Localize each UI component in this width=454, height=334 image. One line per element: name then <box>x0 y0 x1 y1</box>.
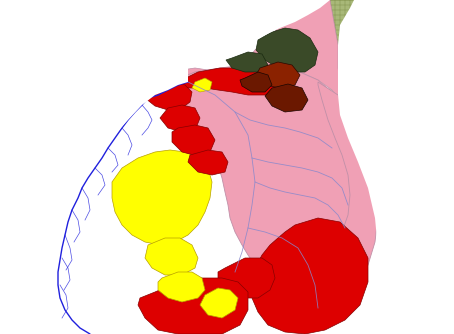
Polygon shape <box>138 278 248 334</box>
Polygon shape <box>226 52 268 72</box>
Polygon shape <box>252 218 368 334</box>
Polygon shape <box>192 78 212 92</box>
Polygon shape <box>145 82 192 110</box>
Polygon shape <box>265 84 308 112</box>
Polygon shape <box>188 150 228 175</box>
Polygon shape <box>218 258 275 298</box>
Polygon shape <box>256 28 318 72</box>
Polygon shape <box>0 0 330 90</box>
Polygon shape <box>200 288 238 318</box>
Polygon shape <box>270 82 378 315</box>
Polygon shape <box>112 150 212 245</box>
Polygon shape <box>175 0 345 112</box>
Polygon shape <box>0 0 188 334</box>
Polygon shape <box>175 65 360 280</box>
Polygon shape <box>256 62 300 88</box>
Polygon shape <box>178 68 288 95</box>
Polygon shape <box>158 272 205 302</box>
Polygon shape <box>172 125 215 156</box>
Polygon shape <box>330 0 454 210</box>
Polygon shape <box>160 105 200 132</box>
Polygon shape <box>338 0 454 334</box>
Polygon shape <box>368 300 454 334</box>
Polygon shape <box>240 72 272 92</box>
Polygon shape <box>355 0 454 45</box>
Polygon shape <box>145 238 198 275</box>
